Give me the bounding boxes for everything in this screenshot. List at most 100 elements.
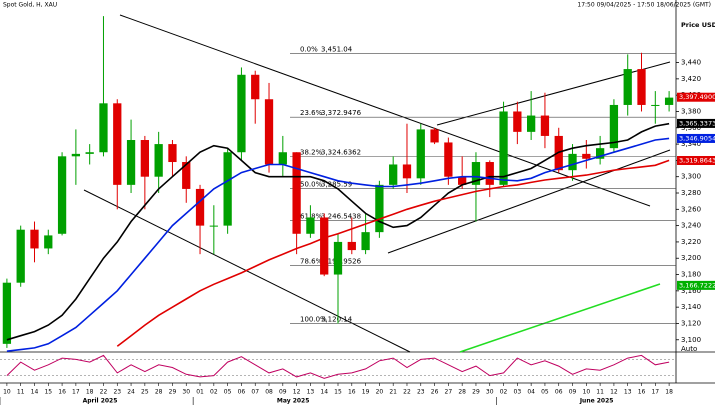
fib-label: 23.6% (300, 109, 323, 117)
price-box-label: 3,319.8643 (679, 157, 715, 165)
x-tick-label: 14 (320, 389, 328, 396)
candle-body (444, 142, 453, 177)
trend-line (459, 283, 661, 353)
x-tick-label: 05 (224, 389, 232, 396)
fib-label: 78.6% (300, 258, 323, 266)
y-tick-label: 3,440 (681, 59, 701, 67)
candle-body (609, 104, 619, 149)
x-tick-label: 11 (17, 389, 25, 396)
fib-value: 3,324.6362 (321, 149, 361, 157)
x-tick-label: 30 (182, 389, 190, 396)
oscillator-label: Auto (681, 345, 697, 353)
x-tick-label: 25 (141, 389, 149, 396)
x-tick-label: 15 (44, 389, 52, 396)
x-tick-label: 16 (58, 389, 66, 396)
candle-body (513, 111, 522, 132)
candle-body (99, 103, 108, 153)
candle-body (195, 188, 205, 226)
candle-body (458, 176, 467, 185)
candle-body (333, 241, 343, 275)
candle-body (540, 115, 550, 136)
x-tick-label: 22 (403, 389, 411, 396)
x-tick-label: 11 (596, 389, 604, 396)
x-tick-label: 18 (665, 389, 673, 396)
candle-body (71, 153, 81, 157)
x-tick-label: 08 (265, 389, 273, 396)
candle-body (402, 164, 412, 179)
x-tick-label: 15 (334, 389, 342, 396)
candle-body (375, 184, 384, 233)
candle-body (320, 217, 329, 275)
candle-body (292, 152, 301, 234)
price-box (677, 133, 715, 143)
x-tick-label: 03 (514, 389, 522, 396)
x-tick-label: 30 (486, 389, 494, 396)
price-box (677, 118, 715, 128)
y-tick-label: 3,260 (681, 205, 701, 213)
x-tick-label: 16 (348, 389, 356, 396)
x-tick-label: 02 (500, 389, 508, 396)
x-tick-label: 13 (307, 389, 315, 396)
trend-line (119, 14, 651, 207)
x-tick-label: 06 (238, 389, 246, 396)
x-tick-label: 10 (3, 389, 11, 396)
candle-body (251, 74, 260, 100)
moving-average (6, 137, 670, 352)
candle-body (430, 129, 439, 143)
x-tick-label: 27 (445, 389, 453, 396)
x-tick-label: 18 (86, 389, 94, 396)
x-tick-label: 06 (555, 389, 563, 396)
fib-value: 3,120.14 (321, 315, 353, 323)
y-tick-label: 3,120 (681, 319, 701, 327)
candle-body (264, 99, 274, 165)
y-tick-label: 3,180 (681, 271, 701, 279)
candle-body (416, 129, 425, 179)
price-box-label: 3,397.4900 (679, 93, 715, 101)
candle-body (471, 162, 481, 185)
price-box-label: 3,166.7222 (679, 281, 715, 289)
fib-label: 50.0% (300, 180, 323, 188)
y-tick-label: 3,240 (681, 222, 701, 230)
month-label: June 2025 (579, 398, 614, 405)
x-tick-label: 09 (279, 389, 287, 396)
candle-body (499, 111, 508, 185)
candle-body (568, 153, 577, 171)
candle-body (2, 282, 12, 344)
x-tick-label: 13 (624, 389, 632, 396)
x-tick-label: 10 (583, 389, 591, 396)
x-tick-label: 29 (472, 389, 480, 396)
candle-body (623, 69, 632, 105)
candle-body (154, 144, 163, 177)
price-box (677, 92, 715, 102)
month-label: May 2025 (277, 398, 310, 405)
fib-label: 0.0% (300, 46, 318, 54)
candle-body (485, 162, 494, 185)
x-tick-label: 26 (431, 389, 439, 396)
candle-body (140, 140, 149, 177)
y-tick-label: 3,340 (681, 140, 701, 148)
y-tick-label: 3,160 (681, 287, 701, 295)
candle-body (237, 74, 246, 153)
x-tick-label: 17 (72, 389, 80, 396)
fib-label: 100.0% (300, 315, 327, 323)
x-tick-label: 05 (541, 389, 549, 396)
oscillator-line (6, 354, 670, 379)
candle-body (306, 217, 315, 234)
price-box-label: 3,365.3373 (679, 119, 715, 127)
trend-line (387, 149, 671, 254)
fib-value: 3,372.9476 (321, 109, 362, 117)
candle-body (527, 115, 536, 132)
x-tick-label: 23 (417, 389, 425, 396)
candle-body (182, 162, 191, 189)
x-tick-label: 20 (376, 389, 384, 396)
moving-average (116, 159, 670, 347)
x-tick-label: 28 (155, 389, 163, 396)
x-tick-label: 07 (251, 389, 259, 396)
candle-body (168, 144, 177, 163)
x-tick-label: 23 (113, 389, 121, 396)
candle-body (347, 241, 356, 251)
y-tick-label: 3,300 (681, 173, 701, 181)
chart-title: Spot Gold, H, XAU (3, 2, 57, 9)
